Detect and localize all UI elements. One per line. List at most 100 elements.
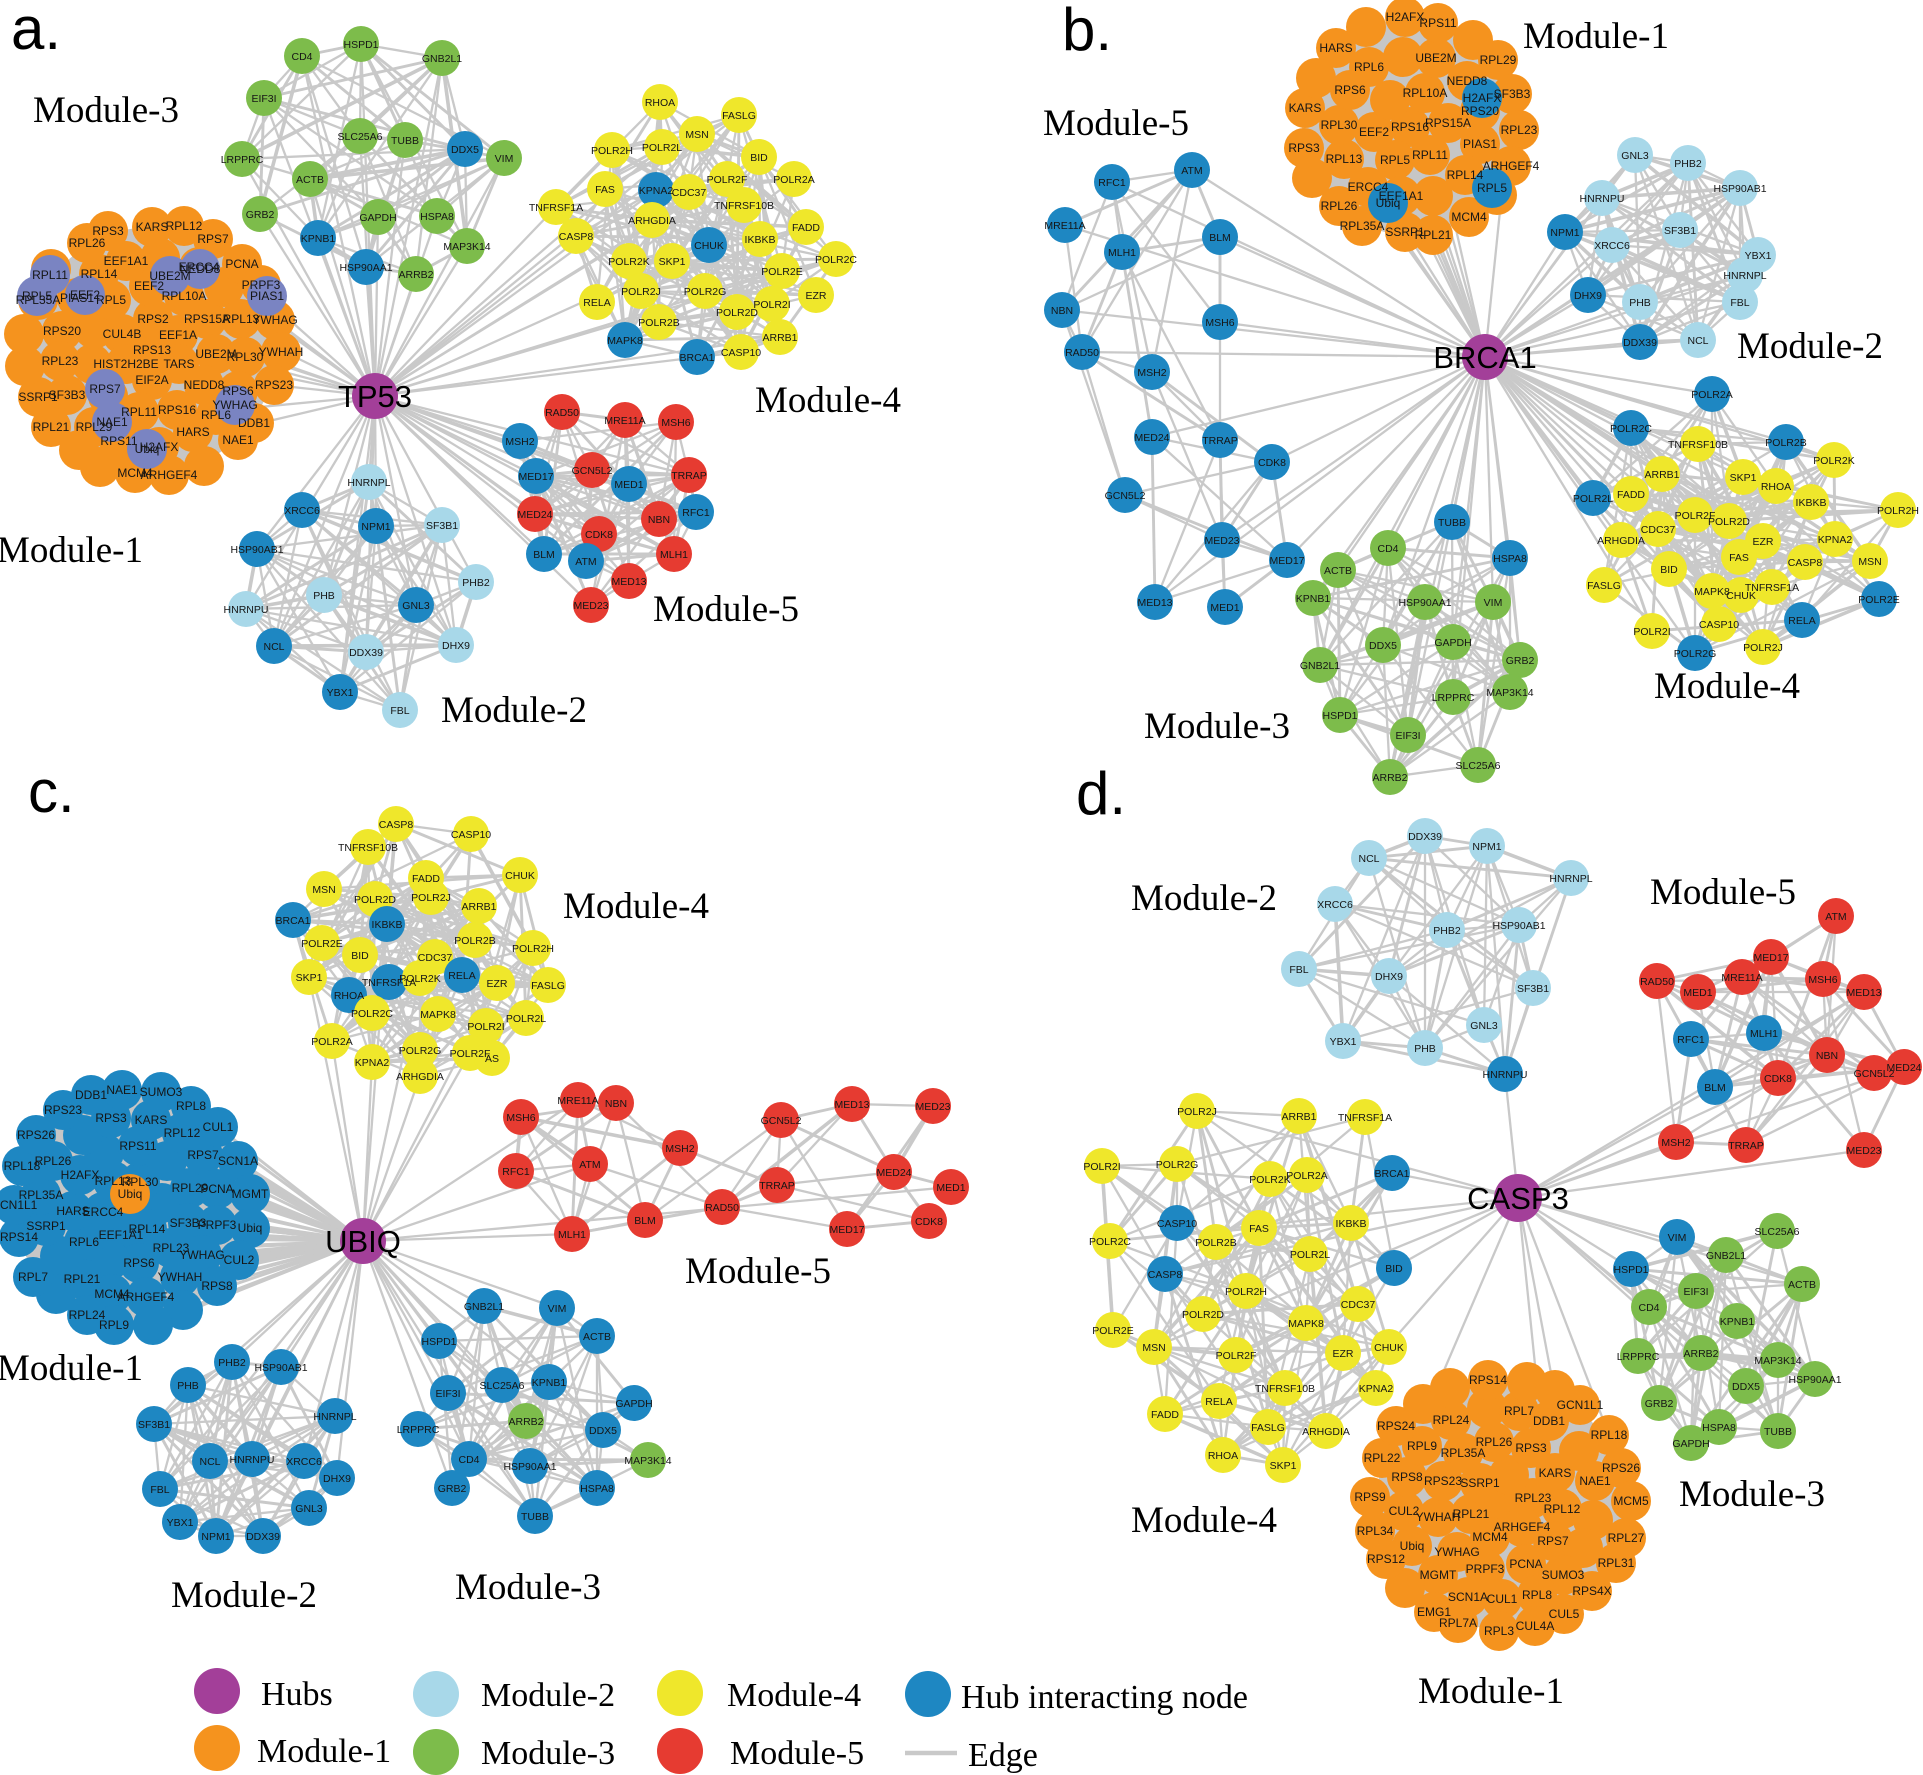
svg-text:ACTB: ACTB [1788, 1279, 1816, 1291]
svg-text:POLR2H: POLR2H [1877, 505, 1919, 517]
svg-text:CUL1: CUL1 [203, 1120, 234, 1134]
svg-text:d.: d. [1076, 760, 1126, 827]
svg-text:RAD50: RAD50 [705, 1202, 739, 1214]
svg-text:ARRB1: ARRB1 [762, 332, 797, 344]
svg-text:MSH6: MSH6 [506, 1112, 535, 1124]
svg-text:HSPA8: HSPA8 [580, 1483, 614, 1495]
svg-text:a.: a. [11, 0, 61, 62]
svg-text:HSPD1: HSPD1 [343, 39, 378, 51]
svg-text:EEF1A1: EEF1A1 [99, 1228, 144, 1242]
svg-text:RPL27: RPL27 [1608, 1531, 1645, 1545]
svg-text:NCL: NCL [1358, 853, 1379, 865]
svg-text:NCL: NCL [1687, 335, 1708, 347]
svg-text:MSH6: MSH6 [1808, 974, 1837, 986]
svg-text:HSPA8: HSPA8 [420, 211, 454, 223]
svg-text:RAD50: RAD50 [1640, 976, 1674, 988]
svg-text:NBN: NBN [605, 1098, 627, 1110]
svg-text:RPL10A: RPL10A [1403, 86, 1448, 100]
svg-text:RPL21: RPL21 [1415, 228, 1452, 242]
svg-text:RPS13: RPS13 [133, 343, 171, 357]
svg-text:RPS11: RPS11 [119, 1139, 156, 1153]
svg-text:NCL: NCL [199, 1456, 220, 1468]
svg-text:Ubiq: Ubiq [238, 1221, 263, 1235]
svg-text:MED24: MED24 [1134, 432, 1169, 444]
svg-text:RELA: RELA [448, 970, 475, 982]
svg-text:BRCA1: BRCA1 [1374, 1168, 1409, 1180]
svg-text:GNB2L1: GNB2L1 [1706, 1250, 1746, 1262]
svg-text:HNRNPU: HNRNPU [224, 604, 269, 616]
svg-text:UBE2M: UBE2M [1415, 51, 1456, 65]
svg-text:Module-2: Module-2 [1131, 878, 1277, 919]
svg-text:BID: BID [351, 950, 369, 962]
svg-text:CD4: CD4 [1377, 543, 1398, 555]
svg-text:XRCC6: XRCC6 [284, 505, 320, 517]
svg-text:EEF1A1: EEF1A1 [1379, 189, 1424, 203]
svg-text:MAPK8: MAPK8 [1288, 1318, 1324, 1330]
svg-text:EIF3I: EIF3I [251, 93, 276, 105]
svg-text:KPNA2: KPNA2 [1359, 1383, 1394, 1395]
svg-text:RPL6: RPL6 [1354, 60, 1384, 74]
svg-text:SSRP1: SSRP1 [18, 390, 58, 404]
svg-text:EEF1A1: EEF1A1 [104, 254, 149, 268]
svg-text:Module-4: Module-4 [1654, 666, 1800, 707]
svg-text:GCN1L1: GCN1L1 [0, 1198, 38, 1212]
svg-text:RAD50: RAD50 [545, 407, 579, 419]
svg-text:MLH1: MLH1 [1750, 1028, 1778, 1040]
svg-text:RPS15A: RPS15A [184, 312, 230, 326]
svg-text:POLR2J: POLR2J [621, 286, 661, 298]
svg-text:H2AFX: H2AFX [1386, 10, 1425, 24]
svg-text:NAE1: NAE1 [1579, 1474, 1611, 1488]
svg-text:CUL1: CUL1 [1487, 1592, 1518, 1606]
svg-text:Module-4: Module-4 [1131, 1500, 1277, 1541]
svg-text:FADD: FADD [792, 222, 820, 234]
svg-text:MED23: MED23 [573, 600, 608, 612]
svg-text:RPL11: RPL11 [1412, 148, 1448, 162]
svg-text:RHOA: RHOA [1208, 1450, 1238, 1462]
svg-text:MED24: MED24 [517, 509, 552, 521]
svg-text:MSH6: MSH6 [1205, 317, 1234, 329]
svg-text:HSP90AA1: HSP90AA1 [1788, 1374, 1841, 1386]
svg-text:MAPK8: MAPK8 [1694, 586, 1730, 598]
svg-text:MCM4: MCM4 [117, 466, 153, 480]
svg-text:RPS26: RPS26 [17, 1128, 55, 1142]
svg-text:Module-5: Module-5 [1043, 103, 1189, 144]
svg-text:b.: b. [1062, 0, 1112, 63]
svg-text:PHB2: PHB2 [462, 577, 490, 589]
svg-text:BLM: BLM [1704, 1082, 1726, 1094]
svg-text:CASP8: CASP8 [1788, 557, 1823, 569]
svg-text:RHOA: RHOA [645, 97, 675, 109]
svg-text:TRRAP: TRRAP [1728, 1140, 1764, 1152]
svg-text:EIF2A: EIF2A [135, 373, 168, 387]
svg-text:LRPPRC: LRPPRC [1617, 1351, 1660, 1363]
svg-text:Ubiq: Ubiq [135, 442, 160, 456]
svg-text:EZR: EZR [487, 978, 508, 990]
svg-text:POLR2J: POLR2J [411, 892, 451, 904]
svg-text:YBX1: YBX1 [167, 1517, 194, 1529]
svg-text:KPNA2: KPNA2 [639, 185, 674, 197]
svg-text:DHX9: DHX9 [1375, 971, 1403, 983]
svg-text:CASP8: CASP8 [559, 231, 594, 243]
svg-text:RPL23: RPL23 [1501, 123, 1538, 137]
svg-text:YWHAG: YWHAG [179, 1248, 224, 1262]
svg-text:MSH2: MSH2 [1661, 1137, 1690, 1149]
svg-text:RPL23: RPL23 [42, 354, 79, 368]
svg-text:POLR2A: POLR2A [773, 174, 814, 186]
svg-text:TNFRSF10B: TNFRSF10B [338, 842, 398, 854]
svg-text:VIM: VIM [495, 153, 514, 165]
svg-text:NAE1: NAE1 [222, 433, 254, 447]
svg-text:POLR2C: POLR2C [1610, 423, 1652, 435]
svg-text:MCM5: MCM5 [1613, 1494, 1649, 1508]
svg-text:DDB1: DDB1 [75, 1088, 107, 1102]
svg-text:RPS8: RPS8 [201, 1279, 233, 1293]
svg-text:POLR2D: POLR2D [1708, 516, 1750, 528]
svg-text:DDB1: DDB1 [238, 416, 270, 430]
svg-text:POLR2K: POLR2K [608, 256, 649, 268]
svg-text:RPS3: RPS3 [92, 224, 124, 238]
svg-text:EZR: EZR [1333, 1348, 1354, 1360]
svg-text:LRPPRC: LRPPRC [397, 1424, 440, 1436]
svg-text:RPL26: RPL26 [35, 1154, 72, 1168]
svg-text:MED13: MED13 [834, 1099, 869, 1111]
svg-text:SKP1: SKP1 [1730, 472, 1757, 484]
svg-text:SF3B3: SF3B3 [1494, 87, 1531, 101]
svg-text:RPS9: RPS9 [1354, 1490, 1386, 1504]
